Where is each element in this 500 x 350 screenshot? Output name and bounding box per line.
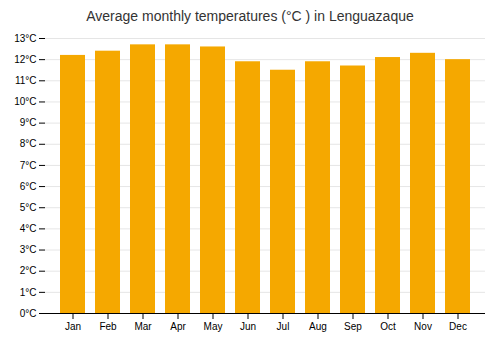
svg-text:5°C: 5°C bbox=[20, 202, 37, 213]
svg-text:Oct: Oct bbox=[380, 321, 396, 332]
svg-text:2°C: 2°C bbox=[20, 265, 37, 276]
svg-text:1°C: 1°C bbox=[20, 287, 37, 298]
svg-text:May: May bbox=[204, 321, 223, 332]
svg-text:Aug: Aug bbox=[309, 321, 327, 332]
svg-text:Dec: Dec bbox=[449, 321, 467, 332]
svg-text:12°C: 12°C bbox=[14, 54, 36, 65]
svg-text:8°C: 8°C bbox=[20, 138, 37, 149]
svg-text:Feb: Feb bbox=[99, 321, 117, 332]
svg-text:Jan: Jan bbox=[65, 321, 81, 332]
svg-text:9°C: 9°C bbox=[20, 117, 37, 128]
svg-text:3°C: 3°C bbox=[20, 244, 37, 255]
svg-text:Apr: Apr bbox=[170, 321, 186, 332]
svg-text:Nov: Nov bbox=[414, 321, 432, 332]
html-text:Average monthly temperatures (: Average monthly temperatures (°C ) in Le… bbox=[86, 8, 414, 24]
svg-text:7°C: 7°C bbox=[20, 160, 37, 171]
svg-text:0°C: 0°C bbox=[20, 308, 37, 319]
svg-text:Sep: Sep bbox=[344, 321, 362, 332]
svg-text:Mar: Mar bbox=[134, 321, 152, 332]
svg-text:6°C: 6°C bbox=[20, 181, 37, 192]
svg-text:11°C: 11°C bbox=[15, 75, 37, 86]
svg-text:Jun: Jun bbox=[240, 321, 256, 332]
svg-text:Jul: Jul bbox=[277, 321, 290, 332]
svg-text:13°C: 13°C bbox=[14, 33, 36, 44]
svg-text:10°C: 10°C bbox=[14, 96, 36, 107]
svg-text:4°C: 4°C bbox=[20, 223, 37, 234]
